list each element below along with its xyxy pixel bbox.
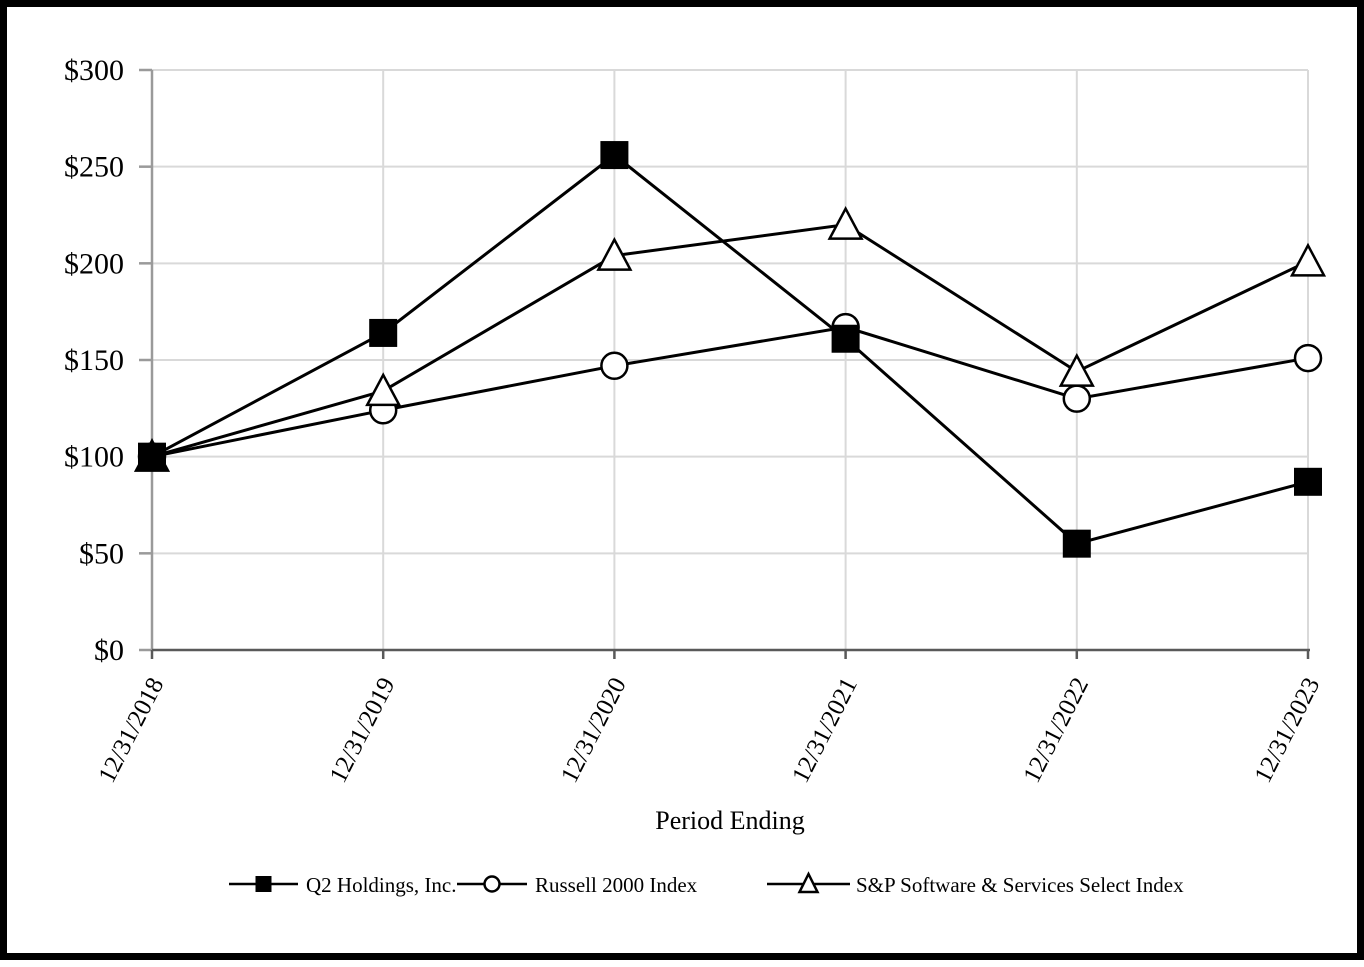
marker-square [255,876,272,892]
y-tick-label: $200 [64,247,124,280]
y-tick-label: $0 [94,634,124,667]
marker-triangle [365,372,402,407]
marker-square [1294,467,1322,496]
marker-circle [1062,384,1092,413]
x-axis-title: Period Ending [655,806,805,835]
marker-square [369,318,398,347]
y-tick-label: $150 [64,344,124,377]
marker-circle [600,351,629,381]
x-tick-label: 12/31/2018 [94,673,170,787]
marker-triangle [1289,242,1327,277]
y-tick-label: $50 [79,537,124,570]
y-tick-label: $250 [64,151,124,184]
x-tick-label: 12/31/2020 [556,673,632,787]
legend-label: Q2 Holdings, Inc. [306,873,457,897]
series-line-1 [151,325,1309,459]
marker-circle [1293,343,1323,373]
marker-triangle [1058,352,1095,387]
marker-triangle [797,871,820,894]
y-tick-label: $100 [64,441,124,474]
chart-canvas: $0 $50 $100 $150 $200 $250 $300 12/31/2018 12/31… [64,54,1327,897]
x-tick-label: 12/31/2022 [1018,673,1094,787]
marker-triangle [827,206,864,240]
y-tick-label: $300 [64,54,124,87]
x-tick-label: 12/31/2021 [787,673,863,787]
marker-triangle [596,236,633,271]
marker-square [831,324,860,353]
legend-label: Russell 2000 Index [535,873,698,897]
marker-circle [483,875,501,893]
x-tick-label: 12/31/2019 [325,673,401,787]
marker-square [138,442,166,471]
legend-label: S&P Software & Services Select Index [856,873,1184,897]
x-tick-label: 12/31/2023 [1250,673,1326,787]
series-line-0 [151,153,1309,546]
series-line-2 [151,223,1309,459]
marker-square [600,141,629,170]
marker-square [1062,529,1091,558]
